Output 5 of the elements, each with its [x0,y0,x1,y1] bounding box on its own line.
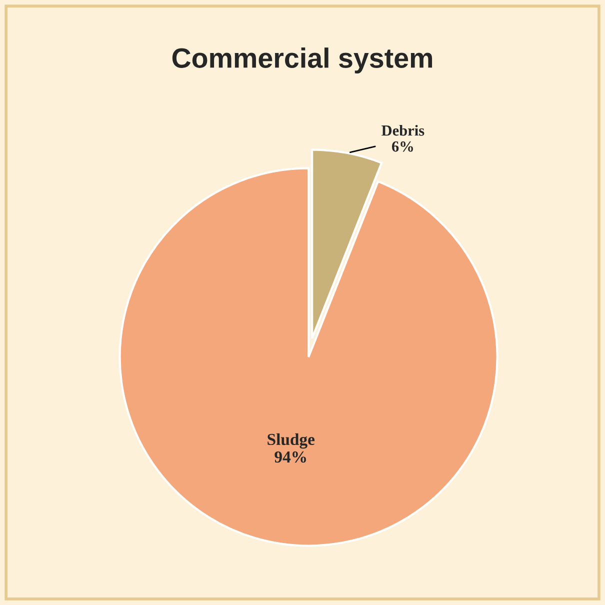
slice-label: Sludge [268,433,315,449]
data-label: 6% [392,141,413,152]
data-label: 94% [274,451,306,463]
slice-label: Debris [382,124,424,136]
chart-title: Commercial system [172,48,432,74]
